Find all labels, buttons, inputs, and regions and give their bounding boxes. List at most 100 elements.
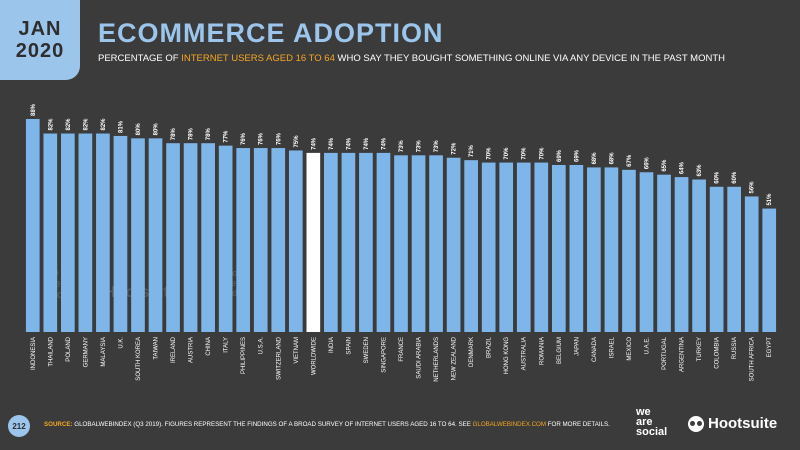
category-label: THAILAND: [48, 336, 54, 366]
value-label: 73%: [399, 140, 405, 153]
bar-italy: [218, 145, 233, 333]
value-label: 74%: [346, 137, 352, 150]
footer: 212 SOURCE: GLOBALWEBINDEX (Q3 2019). FI…: [0, 405, 800, 450]
bar-romania: [534, 162, 549, 332]
category-label: JAPAN: [574, 337, 580, 356]
category-label: ITALY: [224, 337, 230, 353]
hootsuite-logo-text: Hootsuite: [708, 415, 778, 432]
subtitle-pre: PERCENTAGE OF: [98, 53, 182, 64]
value-label: 82%: [101, 118, 107, 131]
bar-u-a-e-: [639, 172, 654, 332]
source-end: FOR MORE DETAILS.: [546, 421, 610, 428]
bar-south-africa: [744, 196, 759, 332]
bar-ireland: [166, 143, 180, 332]
bar-turkey: [692, 179, 706, 332]
value-label: 68%: [609, 152, 615, 165]
category-label: SAUDI ARABIA: [417, 337, 423, 379]
bar-brazil: [481, 162, 496, 332]
ecommerce-adoption-chart: 88% INDONESIA 82% THAILAND 82% POLAND 82% GERMA…: [25, 103, 777, 382]
owl-icon: [688, 415, 704, 432]
source-text: GLOBALWEBINDEX (Q3 2019). FIGURES REPRES…: [72, 421, 473, 428]
bar-israel: [604, 167, 619, 332]
subtitle-post: WHO SAY THEY BOUGHT SOMETHING ONLINE VIA…: [334, 53, 725, 64]
ws-logo-line-1: we: [636, 406, 651, 418]
category-label: SOUTH AFRICA: [750, 337, 756, 381]
value-label: 68%: [592, 152, 598, 165]
value-label: 66%: [644, 157, 650, 170]
value-label: 64%: [680, 161, 686, 174]
value-label: 67%: [627, 154, 633, 167]
category-label: MALAYSIA: [101, 337, 107, 367]
bar-japan: [569, 164, 584, 332]
value-label: 74%: [311, 137, 317, 150]
category-label: NETHERLANDS: [434, 337, 440, 382]
category-label: COLOMBIA: [715, 337, 721, 369]
source-label: SOURCE:: [44, 421, 73, 428]
category-label: ROMANIA: [539, 337, 545, 365]
category-label: SPAIN: [346, 337, 352, 355]
value-label: 88%: [31, 103, 37, 116]
bar-austria: [183, 143, 198, 332]
value-label: 70%: [522, 147, 528, 160]
category-label: SWITZERLAND: [276, 336, 282, 380]
value-label: 73%: [434, 140, 440, 153]
bar-netherlands: [429, 155, 443, 332]
category-label: U.A.E.: [644, 337, 650, 355]
date-year: 2020: [15, 40, 65, 62]
category-label: DENMARK: [469, 337, 475, 367]
ws-logo-line-3: social: [636, 426, 668, 438]
category-label: VIETNAM: [294, 337, 300, 364]
bar-poland: [61, 133, 75, 332]
value-label: 75%: [294, 135, 300, 148]
category-label: INDIA: [329, 337, 335, 353]
bar-philippines: [236, 148, 251, 332]
category-label: MEXICO: [627, 337, 633, 361]
category-label: WORLDWIDE: [311, 337, 317, 375]
we-are-social-logo: we are social: [636, 406, 668, 438]
bar-u-k-: [113, 135, 128, 332]
value-label: 70%: [487, 147, 493, 160]
bar-sweden: [359, 152, 373, 332]
category-label: AUSTRALIA: [522, 337, 528, 370]
bar-thailand: [43, 133, 58, 332]
bar-colombia: [709, 186, 724, 332]
value-label: 76%: [241, 132, 247, 145]
value-label: 69%: [557, 149, 563, 162]
category-label: SWEDEN: [364, 337, 370, 363]
bar-saudi-arabia: [411, 155, 426, 332]
category-label: FRANCE: [399, 337, 405, 362]
value-label: 78%: [189, 128, 195, 141]
bar-russia: [727, 186, 741, 332]
value-label: 63%: [697, 164, 703, 177]
category-label: EGYPT: [767, 337, 773, 358]
bar-new-zealand: [446, 157, 461, 332]
date-badge: JAN 2020: [0, 0, 80, 80]
source-link[interactable]: GLOBALWEBINDEX.COM: [472, 421, 547, 428]
value-label: 82%: [83, 118, 89, 131]
bar-spain: [341, 152, 356, 332]
category-label: SOUTH KOREA: [136, 337, 142, 381]
bar-argentina: [674, 177, 689, 332]
bar-singapore: [376, 152, 391, 332]
value-label: 60%: [732, 171, 738, 184]
bar-mexico: [622, 169, 636, 332]
bar-hong-kong: [499, 162, 514, 332]
bar-germany: [78, 133, 93, 332]
value-label: 51%: [767, 193, 773, 206]
category-label: HONG KONG: [504, 337, 510, 375]
value-label: 56%: [750, 181, 756, 194]
bar-portugal: [657, 174, 671, 332]
bar-egypt: [762, 208, 777, 332]
bar-australia: [516, 162, 531, 332]
value-label: 80%: [154, 123, 160, 136]
bar-u-s-a-: [253, 148, 268, 332]
value-label: 76%: [276, 132, 282, 145]
bar-malaysia: [96, 133, 110, 332]
subtitle-highlight: INTERNET USERS AGED 16 TO 64: [181, 53, 335, 64]
value-label: 78%: [206, 128, 212, 141]
category-label: CHINA: [206, 337, 212, 356]
category-label: RUSSIA: [732, 337, 738, 359]
bar-vietnam: [288, 150, 303, 332]
value-label: 72%: [452, 142, 458, 155]
value-label: 78%: [171, 128, 177, 141]
